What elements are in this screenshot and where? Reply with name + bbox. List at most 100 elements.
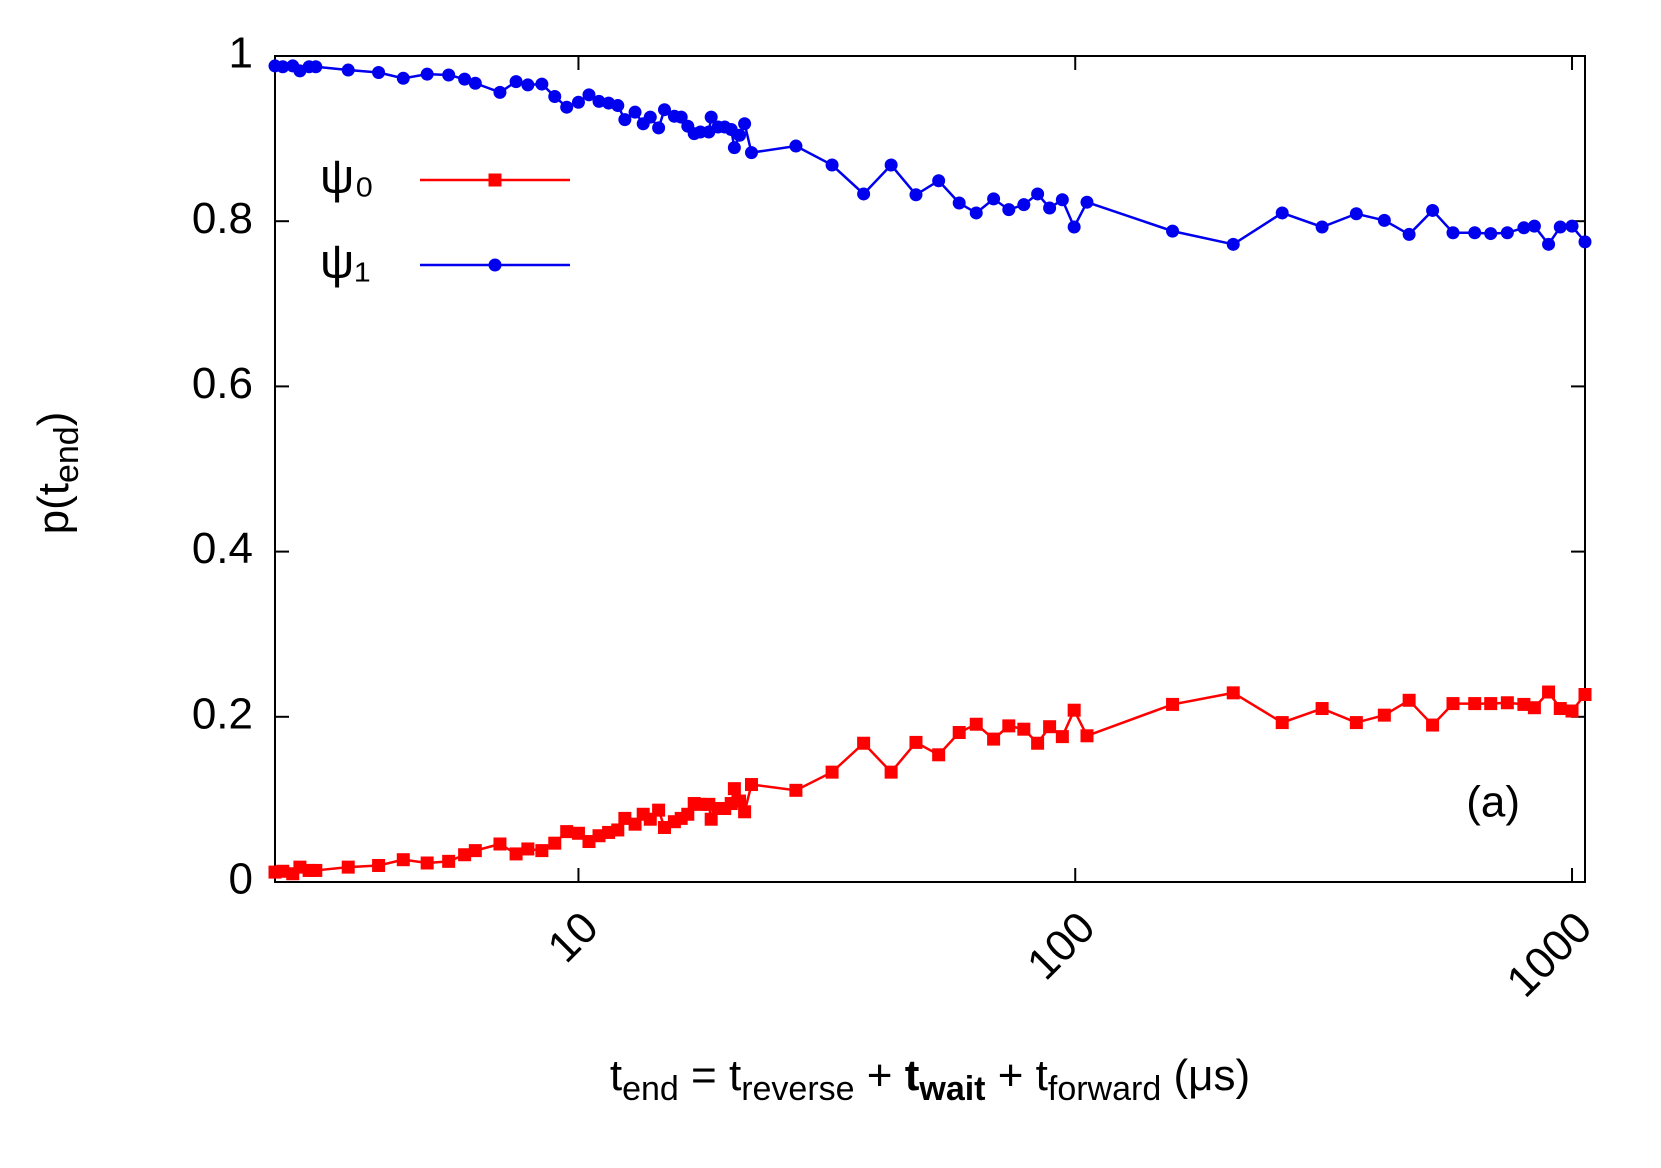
data-point — [744, 778, 758, 792]
label-part: + t — [986, 1051, 1048, 1100]
data-point — [1080, 195, 1094, 209]
legend-label: ψ₀ — [320, 151, 374, 204]
legend-marker — [488, 173, 502, 187]
annotation: (a) — [1466, 778, 1520, 827]
label-subscript: forward — [1048, 1070, 1161, 1108]
label-part: t — [905, 1051, 920, 1100]
data-point — [1500, 226, 1514, 240]
data-point — [738, 117, 752, 131]
y-tick-label: 1 — [229, 29, 253, 78]
data-point — [341, 860, 355, 874]
data-point — [1527, 701, 1541, 715]
data-point — [560, 825, 574, 839]
data-point — [909, 735, 923, 749]
data-point — [733, 794, 747, 808]
data-point — [1067, 220, 1081, 234]
data-point — [789, 783, 803, 797]
data-point — [884, 765, 898, 779]
data-point — [1031, 736, 1045, 750]
data-point — [592, 94, 606, 108]
data-point — [825, 765, 839, 779]
data-point — [521, 842, 535, 856]
data-point — [571, 95, 585, 109]
data-point — [1275, 716, 1289, 730]
label-subscript: reverse — [741, 1070, 854, 1108]
data-point — [652, 803, 666, 817]
data-point — [1553, 220, 1567, 234]
label-part: (μs) — [1161, 1051, 1250, 1100]
data-point — [969, 206, 983, 220]
data-point — [509, 75, 523, 89]
data-point — [396, 853, 410, 867]
data-point — [727, 782, 741, 796]
data-point — [1500, 696, 1514, 710]
data-point — [372, 858, 386, 872]
label-part: = t — [679, 1051, 741, 1100]
data-point — [309, 60, 323, 74]
data-point — [909, 188, 923, 202]
data-point — [857, 187, 871, 201]
data-point — [1043, 201, 1057, 215]
x-axis-label: tend = treverse + twait + tforward (μs) — [610, 1051, 1250, 1108]
data-point — [468, 76, 482, 90]
data-point — [493, 85, 507, 99]
series — [268, 59, 1592, 251]
data-point — [372, 66, 386, 80]
x-tick-label: 10 — [538, 903, 607, 972]
data-point — [744, 146, 758, 160]
data-point — [657, 820, 671, 834]
data-point — [1468, 697, 1482, 711]
data-point — [1542, 685, 1556, 699]
data-point — [560, 100, 574, 114]
data-point — [1315, 702, 1329, 716]
data-point — [652, 121, 666, 135]
data-point — [1553, 702, 1567, 716]
data-point — [458, 848, 472, 862]
data-point — [1542, 237, 1556, 251]
data-point — [1275, 206, 1289, 220]
data-point — [1055, 193, 1069, 207]
data-point — [987, 732, 1001, 746]
label-subscript: wait — [918, 1070, 985, 1108]
data-point — [932, 748, 946, 762]
data-point — [548, 836, 562, 850]
data-point — [420, 67, 434, 81]
data-point — [1426, 203, 1440, 217]
y-axis-label: p(tend) — [29, 412, 86, 535]
data-point — [1446, 226, 1460, 240]
label-subscript: end — [622, 1070, 679, 1108]
legend-marker — [488, 258, 502, 272]
data-point — [932, 174, 946, 188]
label-part: p(t — [29, 483, 78, 534]
data-point — [548, 89, 562, 103]
data-point — [1468, 226, 1482, 240]
data-point — [458, 72, 472, 86]
data-point — [1565, 219, 1579, 233]
data-point — [1402, 693, 1416, 707]
data-point — [571, 826, 585, 840]
data-point — [582, 835, 596, 849]
data-point — [1017, 722, 1031, 736]
data-point — [1402, 227, 1416, 241]
data-point — [468, 844, 482, 858]
data-point — [952, 196, 966, 210]
label-part: t — [610, 1051, 622, 1100]
data-point — [1067, 703, 1081, 717]
data-point — [1226, 237, 1240, 251]
data-point — [276, 864, 290, 878]
data-point — [628, 105, 642, 119]
data-point — [442, 68, 456, 82]
data-point — [1031, 187, 1045, 201]
data-point — [420, 856, 434, 870]
data-point — [535, 77, 549, 91]
data-point — [1426, 718, 1440, 732]
y-tick-label: 0 — [229, 855, 253, 904]
data-point — [681, 807, 695, 821]
data-point — [857, 736, 871, 750]
data-point — [628, 817, 642, 831]
y-tick-label: 0.8 — [192, 194, 253, 243]
data-point — [789, 139, 803, 153]
data-point — [276, 60, 290, 74]
data-point — [1578, 235, 1592, 249]
